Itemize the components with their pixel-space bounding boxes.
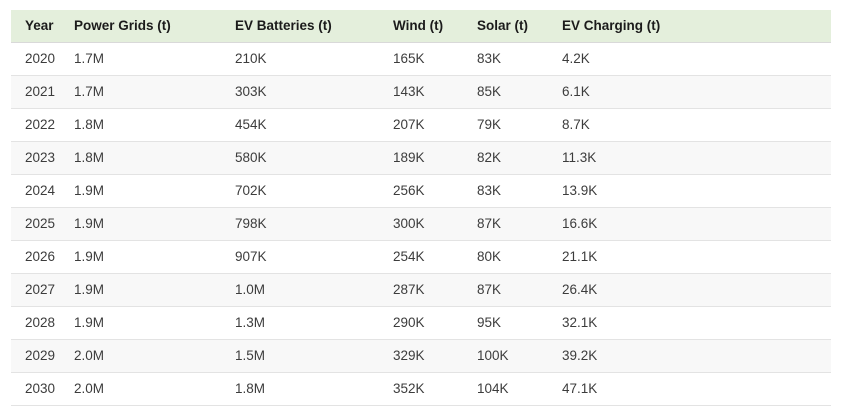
table-cell: 290K xyxy=(379,306,463,340)
table-cell: 83K xyxy=(463,174,548,208)
table-cell: 143K xyxy=(379,75,463,109)
table-cell: 1.9M xyxy=(60,207,221,241)
header-row: Year Power Grids (t) EV Batteries (t) Wind … xyxy=(11,10,831,43)
table-cell: 454K xyxy=(221,108,379,142)
table-cell: 287K xyxy=(379,273,463,307)
year-cell: 2020 xyxy=(11,42,60,76)
table-cell: 87K xyxy=(463,273,548,307)
table-cell: 1.7M xyxy=(60,75,221,109)
table-row: 2025 1.9M 798K 300K 87K 16.6K xyxy=(11,207,831,241)
table-header: Year Power Grids (t) EV Batteries (t) Wind … xyxy=(11,10,831,43)
table-cell: 95K xyxy=(463,306,548,340)
table-cell: 11.3K xyxy=(548,141,831,175)
table-cell: 39.2K xyxy=(548,339,831,373)
table-cell: 1.7M xyxy=(60,42,221,76)
table-cell: 21.1K xyxy=(548,240,831,274)
column-header-year: Year xyxy=(11,10,60,43)
column-header-power-grids-t: Power Grids (t) xyxy=(60,10,221,43)
table-cell: 1.9M xyxy=(60,240,221,274)
table-cell: 189K xyxy=(379,141,463,175)
table-cell: 702K xyxy=(221,174,379,208)
table-cell: 580K xyxy=(221,141,379,175)
table-cell: 352K xyxy=(379,372,463,406)
table-cell: 1.5M xyxy=(221,339,379,373)
table-row: 2023 1.8M 580K 189K 82K 11.3K xyxy=(11,141,831,175)
year-cell: 2025 xyxy=(11,207,60,241)
year-cell: 2028 xyxy=(11,306,60,340)
table-body: 2020 1.7M 210K 165K 83K 4.2K 2021 1.7M 303K 143K 8… xyxy=(11,42,831,406)
table-cell: 87K xyxy=(463,207,548,241)
table-cell: 1.9M xyxy=(60,273,221,307)
table-row: 2029 2.0M 1.5M 329K 100K 39.2K xyxy=(11,339,831,373)
table-cell: 2.0M xyxy=(60,339,221,373)
table-cell: 303K xyxy=(221,75,379,109)
table-cell: 165K xyxy=(379,42,463,76)
column-header-ev-batteries-t: EV Batteries (t) xyxy=(221,10,379,43)
table-cell: 47.1K xyxy=(548,372,831,406)
table-cell: 254K xyxy=(379,240,463,274)
table-row: 2028 1.9M 1.3M 290K 95K 32.1K xyxy=(11,306,831,340)
table-row: 2027 1.9M 1.0M 287K 87K 26.4K xyxy=(11,273,831,307)
table-cell: 2.0M xyxy=(60,372,221,406)
table-cell: 104K xyxy=(463,372,548,406)
table-cell: 80K xyxy=(463,240,548,274)
table-cell: 798K xyxy=(221,207,379,241)
table-cell: 83K xyxy=(463,42,548,76)
year-cell: 2021 xyxy=(11,75,60,109)
table-cell: 1.0M xyxy=(221,273,379,307)
table-cell: 32.1K xyxy=(548,306,831,340)
table-cell: 1.3M xyxy=(221,306,379,340)
year-cell: 2026 xyxy=(11,240,60,274)
table-cell: 82K xyxy=(463,141,548,175)
table-cell: 1.9M xyxy=(60,174,221,208)
year-cell: 2030 xyxy=(11,372,60,406)
year-cell: 2022 xyxy=(11,108,60,142)
table-row: 2021 1.7M 303K 143K 85K 6.1K xyxy=(11,75,831,109)
table-cell: 207K xyxy=(379,108,463,142)
table-cell: 4.2K xyxy=(548,42,831,76)
table-row: 2024 1.9M 702K 256K 83K 13.9K xyxy=(11,174,831,208)
table-cell: 6.1K xyxy=(548,75,831,109)
table-cell: 1.8M xyxy=(60,141,221,175)
table-cell: 256K xyxy=(379,174,463,208)
table-cell: 16.6K xyxy=(548,207,831,241)
table-cell: 13.9K xyxy=(548,174,831,208)
table-cell: 329K xyxy=(379,339,463,373)
table-cell: 79K xyxy=(463,108,548,142)
table-cell: 1.8M xyxy=(60,108,221,142)
table-cell: 907K xyxy=(221,240,379,274)
table-cell: 300K xyxy=(379,207,463,241)
table-row: 2020 1.7M 210K 165K 83K 4.2K xyxy=(11,42,831,76)
table-row: 2022 1.8M 454K 207K 79K 8.7K xyxy=(11,108,831,142)
year-cell: 2024 xyxy=(11,174,60,208)
table-row: 2026 1.9M 907K 254K 80K 21.1K xyxy=(11,240,831,274)
column-header-wind-t: Wind (t) xyxy=(379,10,463,43)
table-container: Year Power Grids (t) EV Batteries (t) Wind … xyxy=(11,10,831,406)
table-cell: 26.4K xyxy=(548,273,831,307)
table-cell: 1.9M xyxy=(60,306,221,340)
column-header-solar-t: Solar (t) xyxy=(463,10,548,43)
table-row: 2030 2.0M 1.8M 352K 104K 47.1K xyxy=(11,372,831,406)
table-cell: 85K xyxy=(463,75,548,109)
table-cell: 8.7K xyxy=(548,108,831,142)
table-cell: 210K xyxy=(221,42,379,76)
year-cell: 2029 xyxy=(11,339,60,373)
table-cell: 100K xyxy=(463,339,548,373)
year-cell: 2023 xyxy=(11,141,60,175)
emissions-forecast-table: Year Power Grids (t) EV Batteries (t) Wind … xyxy=(11,10,831,406)
year-cell: 2027 xyxy=(11,273,60,307)
column-header-ev-charging-t: EV Charging (t) xyxy=(548,10,831,43)
table-cell: 1.8M xyxy=(221,372,379,406)
